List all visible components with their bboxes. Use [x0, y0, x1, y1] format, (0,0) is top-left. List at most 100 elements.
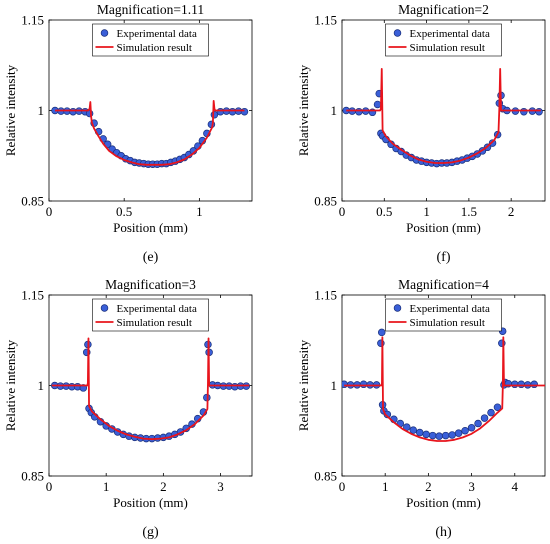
experimental-data-point	[435, 432, 443, 440]
legend-label-experimental: Experimental data	[117, 28, 197, 40]
experimental-data-point	[488, 139, 497, 147]
chart-title: Magnification=2	[398, 2, 489, 17]
experimental-data-point	[240, 107, 249, 116]
experimental-data-point	[454, 429, 463, 437]
legend-box	[92, 23, 209, 57]
legend-box	[385, 298, 502, 332]
experimental-data-point	[422, 430, 430, 439]
experimental-data-point	[448, 431, 456, 439]
y-tick-label: 1	[38, 103, 45, 118]
x-tick-label: 0.5	[376, 204, 392, 219]
experimental-data-point	[383, 410, 392, 419]
panel-label: (g)	[142, 525, 159, 540]
y-axis-label: Relative intensity	[296, 339, 311, 431]
experimental-data-point	[355, 107, 363, 116]
y-axis-label: Relative intensity	[3, 64, 18, 156]
y-tick-label: 0.85	[314, 469, 337, 484]
experimental-data-point	[487, 408, 495, 417]
legend-label-simulation: Simulation result	[117, 42, 192, 54]
legend: Experimental data Simulation result	[92, 298, 209, 332]
chart-panel-h: 0 1 2 3 4 0.85 1 1.15 Magnification=4 Position (m…	[296, 277, 546, 540]
x-tick-label: 4	[512, 479, 519, 494]
x-axis-label: Position (mm)	[113, 495, 188, 510]
x-tick-label: 0	[46, 479, 53, 494]
experimental-data-point	[535, 107, 543, 116]
experimental-data-point	[441, 431, 450, 440]
simulation-result-line	[344, 336, 545, 442]
chart-title: Magnification=4	[398, 277, 489, 292]
x-tick-label: 0.5	[116, 204, 132, 219]
y-axis-label: Relative intensity	[296, 64, 311, 156]
experimental-data-point	[474, 419, 482, 428]
plot-area	[342, 67, 543, 168]
experimental-data-point	[493, 403, 502, 411]
y-tick-label: 0.85	[314, 194, 337, 209]
legend-label-experimental: Experimental data	[410, 28, 490, 40]
plot-area	[50, 337, 251, 443]
x-tick-label: 2	[160, 479, 167, 494]
legend: Experimental data Simulation result	[92, 23, 209, 57]
legend-label-simulation: Simulation result	[117, 317, 192, 329]
y-tick-label: 1.15	[314, 288, 337, 303]
legend: Experimental data Simulation result	[385, 298, 502, 332]
y-tick-label: 1	[331, 103, 338, 118]
legend-marker-experimental	[100, 29, 109, 37]
x-axis-label: Position (mm)	[113, 220, 188, 235]
legend-marker-experimental	[100, 304, 109, 312]
x-tick-label: 1	[382, 479, 389, 494]
panel-label: (e)	[143, 250, 159, 265]
x-tick-label: 3	[468, 479, 475, 494]
y-tick-label: 1	[38, 378, 45, 393]
plot-area	[342, 327, 545, 442]
chart-title: Magnification=3	[105, 277, 196, 292]
y-tick-label: 0.85	[21, 469, 44, 484]
chart-title: Magnification=1.11	[97, 2, 204, 17]
legend: Experimental data Simulation result	[385, 23, 502, 57]
experimental-data-point	[428, 431, 437, 440]
experimental-data-point	[511, 380, 519, 389]
experimental-data-point	[467, 423, 476, 432]
experimental-data-point	[415, 428, 424, 437]
legend-label-experimental: Experimental data	[117, 303, 197, 315]
chart-panel-e: 0 0.5 1 0.85 1 1.15 Magnification=1.11 Position…	[3, 2, 253, 265]
y-tick-label: 1.15	[21, 13, 44, 28]
legend-box	[92, 298, 209, 332]
experimental-data-point	[461, 427, 469, 435]
experimental-data-point	[520, 107, 528, 116]
y-tick-label: 0.85	[21, 194, 44, 209]
experimental-data-point	[480, 414, 489, 422]
x-tick-label: 0	[46, 204, 53, 219]
legend-marker-experimental	[393, 304, 402, 312]
chart-panel-g: 0 1 2 3 0.85 1 1.15 Magnification=3 Position (mm…	[3, 277, 253, 540]
legend-label-simulation: Simulation result	[410, 317, 485, 329]
x-tick-label: 3	[217, 479, 224, 494]
experimental-data-point	[373, 100, 382, 109]
legend-marker-experimental	[393, 29, 402, 37]
simulation-result-line	[55, 99, 245, 166]
y-tick-label: 1.15	[314, 13, 337, 28]
x-tick-label: 0	[339, 479, 346, 494]
x-tick-label: 1	[196, 204, 203, 219]
x-tick-label: 0	[339, 204, 346, 219]
x-tick-label: 1	[423, 204, 430, 219]
chart-panel-f: 0 0.5 1 1.5 2 0.85 1 1.15 Magnification=2 Positio…	[296, 2, 546, 265]
legend-label-simulation: Simulation result	[410, 42, 485, 54]
simulation-result-line	[346, 67, 541, 164]
legend-label-experimental: Experimental data	[410, 303, 490, 315]
y-axis-label: Relative intensity	[3, 339, 18, 431]
experimental-data-point	[517, 380, 525, 389]
x-axis-label: Position (mm)	[406, 495, 481, 510]
panel-label: (h)	[435, 525, 452, 540]
plot-area	[51, 99, 249, 168]
x-tick-label: 2	[508, 204, 515, 219]
legend-box	[385, 23, 502, 57]
x-axis-label: Position (mm)	[406, 220, 481, 235]
x-tick-label: 1.5	[461, 204, 477, 219]
experimental-data-point	[359, 380, 368, 389]
y-tick-label: 1	[331, 378, 338, 393]
experimental-data-point	[530, 380, 538, 389]
simulation-result-line	[51, 337, 250, 441]
experimental-data-point	[409, 426, 418, 434]
x-tick-label: 2	[425, 479, 432, 494]
